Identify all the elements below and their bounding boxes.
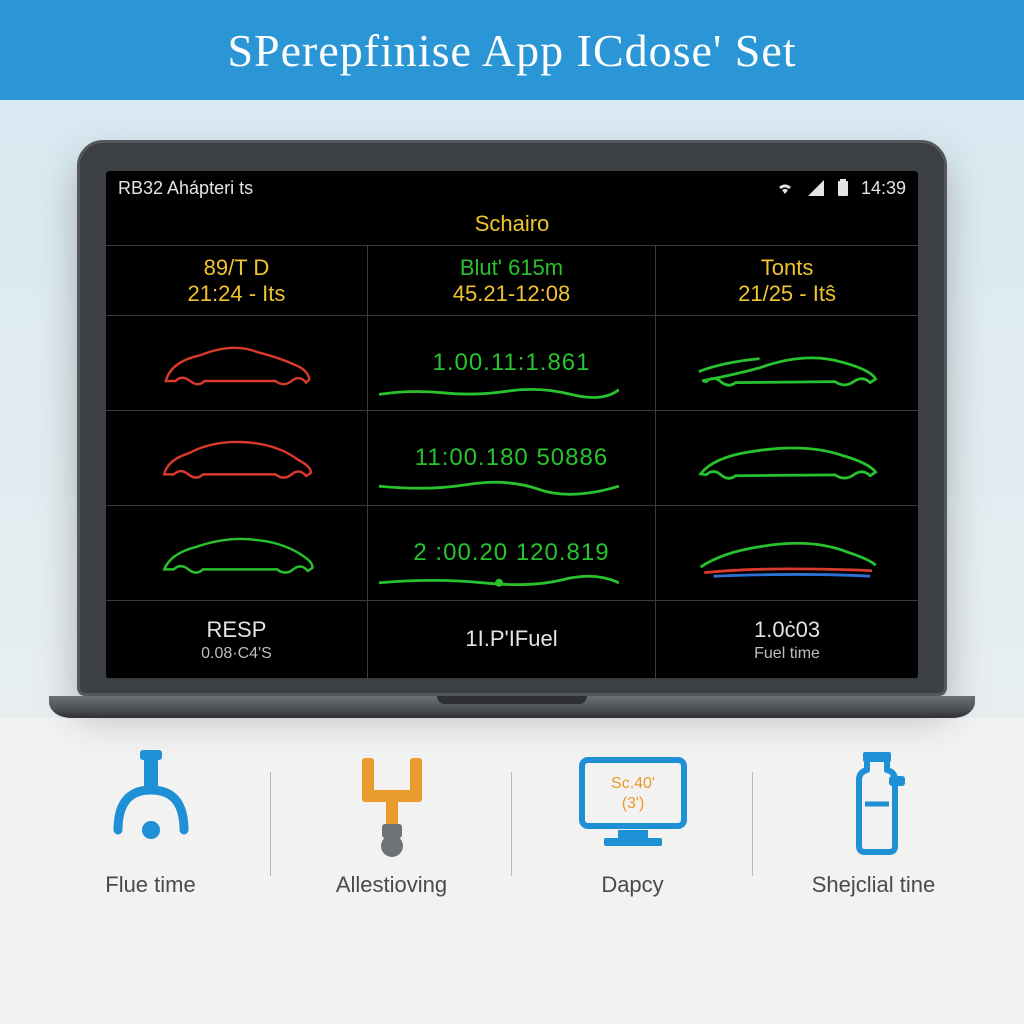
banner-title: SPerepfinise App ICdose' Set xyxy=(227,24,796,77)
car-outline-icon xyxy=(131,331,343,396)
monitor-icon: Sc.40' (3') xyxy=(568,750,698,858)
feature-flue-time[interactable]: Flue time xyxy=(30,742,271,906)
car-cell-left[interactable] xyxy=(106,506,368,601)
sparkline-icon xyxy=(379,372,619,404)
column-header: 89/T D 21:24 - Its xyxy=(106,246,368,316)
laptop-bezel: RB32 Ahápteri ts 14:39 Schairo xyxy=(77,140,947,696)
car-cell-left[interactable] xyxy=(106,411,368,506)
app-subtitle: Schairo xyxy=(106,205,918,246)
center-value-cell[interactable]: 2 :00.20 120.819 xyxy=(368,506,656,601)
caliper-icon xyxy=(332,750,452,858)
footer-main: 1.0ċ03 xyxy=(754,617,820,643)
status-bar: RB32 Ahápteri ts 14:39 xyxy=(106,171,918,205)
column-header: Tonts 21/25 - Itŝ xyxy=(656,246,918,316)
sparkline-icon xyxy=(379,562,619,594)
sparkline-icon xyxy=(379,467,619,499)
footer-sub: 0.08·C4'S xyxy=(201,645,272,663)
car-outline-icon xyxy=(131,521,343,586)
col-header-line1: Tonts xyxy=(761,255,814,281)
footer-cell[interactable]: 1I.P'IFuel xyxy=(368,601,656,679)
title-banner: SPerepfinise App ICdose' Set xyxy=(0,0,1024,100)
car-cell-right[interactable] xyxy=(656,506,918,601)
col-header-line2: 21:24 - Its xyxy=(188,281,286,307)
car-outline-icon xyxy=(131,426,343,491)
car-cell-left[interactable] xyxy=(106,316,368,411)
car-outline-icon xyxy=(681,331,893,396)
feature-label: Flue time xyxy=(105,872,195,898)
car-cell-right[interactable] xyxy=(656,411,918,506)
feature-row: Flue time Allestioving xyxy=(0,718,1024,926)
center-value-cell[interactable]: 1.00.11:1.861 xyxy=(368,316,656,411)
col-header-line2: 45.21-12:08 xyxy=(453,281,570,307)
footer-cell[interactable]: 1.0ċ03 Fuel time xyxy=(656,601,918,679)
footer-sub: Fuel time xyxy=(754,645,820,663)
feature-allestioving[interactable]: Allestioving xyxy=(271,742,512,906)
footer-cell[interactable]: RESP 0.08·C4'S xyxy=(106,601,368,679)
col-header-line1: Blut' 615m xyxy=(460,255,563,281)
center-value-cell[interactable]: 11:00.180 50886 xyxy=(368,411,656,506)
battery-icon xyxy=(837,179,849,197)
col-header-line2: 21/25 - Itŝ xyxy=(738,281,836,307)
svg-text:(3'): (3') xyxy=(621,795,644,812)
feature-label: Allestioving xyxy=(336,872,447,898)
wifi-icon xyxy=(775,180,795,196)
car-cell-right[interactable] xyxy=(656,316,918,411)
feature-label: Dapcy xyxy=(601,872,663,898)
data-grid: 89/T D 21:24 - Its Blut' 615m 45.21-12:0… xyxy=(106,246,918,679)
probe-icon xyxy=(96,750,206,858)
car-outline-icon xyxy=(681,426,893,491)
footer-main: 1I.P'IFuel xyxy=(465,626,557,652)
laptop-device: RB32 Ahápteri ts 14:39 Schairo xyxy=(77,140,947,718)
car-outline-icon xyxy=(681,521,893,586)
feature-dapcy[interactable]: Sc.40' (3') Dapcy xyxy=(512,742,753,906)
column-header: Blut' 615m 45.21-12:08 xyxy=(368,246,656,316)
bottle-icon xyxy=(829,750,919,858)
app-screen: RB32 Ahápteri ts 14:39 Schairo xyxy=(106,171,918,679)
laptop-base xyxy=(49,696,975,718)
app-name: RB32 Ahápteri ts xyxy=(118,178,253,199)
footer-main: RESP xyxy=(207,617,267,643)
feature-label: Shejclial tine xyxy=(812,872,936,898)
col-header-line1: 89/T D xyxy=(204,255,270,281)
clock: 14:39 xyxy=(861,178,906,199)
svg-text:Sc.40': Sc.40' xyxy=(611,775,655,792)
stage: RB32 Ahápteri ts 14:39 Schairo xyxy=(0,100,1024,718)
feature-shejclial-tine[interactable]: Shejclial tine xyxy=(753,742,994,906)
signal-icon xyxy=(807,180,825,196)
